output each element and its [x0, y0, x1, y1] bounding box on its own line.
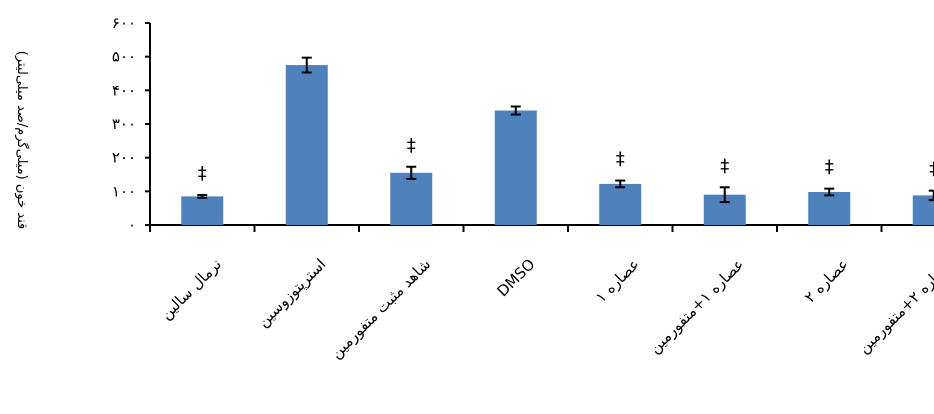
- y-tick-label: ۰: [128, 216, 136, 234]
- bar: [599, 183, 642, 225]
- y-tick-label: ۴۰۰: [112, 81, 136, 99]
- significance-mark: ‡: [198, 163, 207, 184]
- x-tick-label: عصاره ۱: [592, 255, 643, 306]
- axes: ۰ ۱۰۰ ۲۰۰ ۳۰۰ ۴۰۰ ۵۰۰ ۶۰۰: [112, 14, 934, 234]
- significance-mark: ‡: [720, 155, 729, 176]
- bar: [181, 196, 224, 225]
- x-tick-label: عصاره ۲: [801, 255, 852, 306]
- y-axis-label: قند خون (میلی‌گرم/صد میلی‌لیتر): [14, 51, 30, 229]
- y-tick-label: ۲۰۰: [112, 149, 136, 167]
- x-tick-label: عصاره ۱+متفورمین: [646, 255, 748, 357]
- y-tick-label: ۵۰۰: [112, 48, 136, 66]
- y-axis-label-group: قند خون (میلی‌گرم/صد میلی‌لیتر): [14, 51, 30, 229]
- bar: [285, 65, 328, 225]
- bar: [808, 192, 851, 225]
- x-tick-label: DMSO: [493, 255, 538, 300]
- significance-mark: ‡: [407, 135, 416, 156]
- x-tick-label: شاهد مثبت متفورمین: [327, 255, 434, 362]
- x-tick-label: نرمال سالین: [157, 255, 225, 323]
- significance-mark: ‡: [929, 159, 934, 180]
- significance-mark: ‡: [825, 157, 834, 178]
- x-tick-label: استرپتوزوسین: [254, 255, 330, 331]
- y-tick-label: ۱۰۰: [112, 182, 136, 200]
- bar: [390, 172, 433, 225]
- y-tick-label: ۳۰۰: [112, 115, 136, 133]
- x-tick-label: عصاره ۲+متفورمین: [855, 255, 934, 357]
- y-tick-label: ۶۰۰: [112, 14, 136, 32]
- bars: ‡ ‡ ‡ ‡ ‡ ‡: [181, 56, 934, 225]
- significance-mark: ‡: [616, 149, 625, 170]
- bar: [494, 110, 537, 225]
- bar: [912, 195, 934, 225]
